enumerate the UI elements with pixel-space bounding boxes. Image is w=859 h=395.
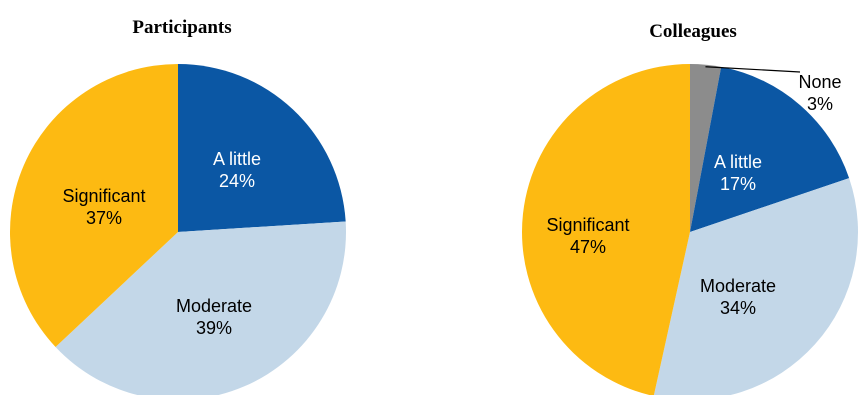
chart-title-colleagues: Colleagues — [649, 21, 737, 42]
slice-label-significant: Significant 37% — [62, 186, 145, 228]
pie-slice-significant — [10, 64, 178, 348]
pie-colleagues: None 3% A little 17% Moderate 34% Significant 4… — [522, 64, 858, 395]
pie-slice-moderate — [55, 221, 346, 395]
slice-label-a-little: A little 17% — [714, 152, 762, 194]
slice-label-a-little: A little 24% — [213, 149, 261, 191]
slice-label-none: None 3% — [798, 72, 841, 114]
chart-title-participants: Participants — [132, 17, 231, 38]
pie-slice-a-little — [690, 66, 850, 232]
slice-label-moderate: Moderate 34% — [700, 276, 776, 318]
pie-slice-none — [690, 64, 722, 232]
pie-slice-significant — [522, 64, 690, 395]
pie-slice-moderate — [653, 178, 858, 395]
slice-label-significant: Significant 47% — [546, 215, 629, 257]
slice-label-moderate: Moderate 39% — [176, 296, 252, 338]
pie-participants: A little 24% Moderate 39% Significant 37% — [10, 64, 346, 395]
pie-slice-a-little — [178, 64, 346, 232]
leader-line-none — [705, 66, 801, 73]
